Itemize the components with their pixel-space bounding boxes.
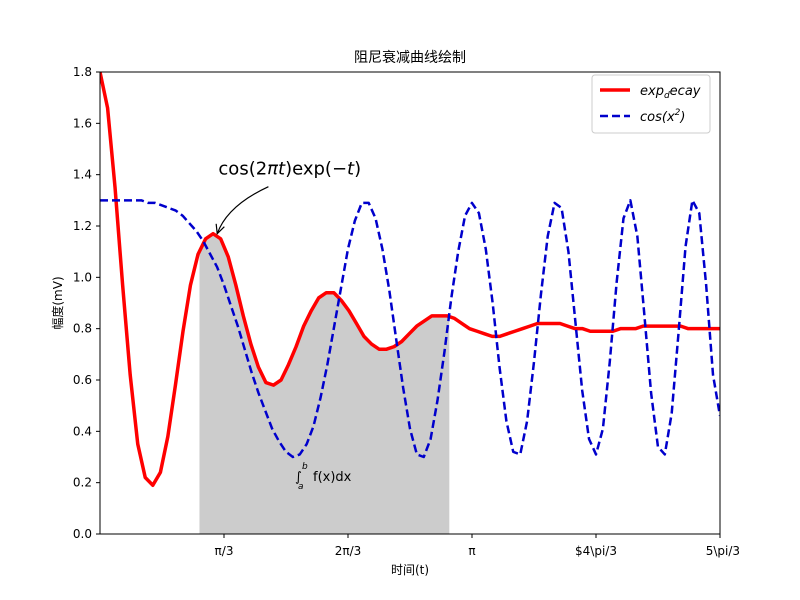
- y-tick-label: 1.8: [73, 65, 92, 79]
- x-tick-label: π: [468, 544, 475, 558]
- annotation-arrow-shaft: [216, 186, 269, 234]
- legend: expdecay cos(x2): [591, 74, 711, 134]
- plot-frame: [99, 71, 721, 535]
- y-tick-label: 0.6: [73, 373, 92, 387]
- integral-label: ∫ba f(x)dx: [295, 462, 352, 492]
- legend-label-exp-decay: expdecay: [640, 84, 701, 101]
- annotation-text: cos(2πt)exp(−t): [218, 159, 361, 180]
- y-tick-label: 0.0: [73, 527, 92, 541]
- series-line-exp-decay: [100, 72, 720, 487]
- y-tick-label: 0.4: [73, 424, 92, 438]
- svg-text:a: a: [298, 482, 304, 492]
- chart-title: 阻尼衰减曲线绘制: [354, 49, 466, 66]
- x-tick-label: 5\pi/3: [706, 544, 740, 558]
- legend-label-cos: cos(x2): [640, 108, 685, 125]
- svg-text:b: b: [302, 462, 308, 472]
- annotation-arrow-head: [215, 223, 225, 235]
- svg-text:f(x)dx: f(x)dx: [313, 470, 352, 485]
- x-axis-label: 时间(t): [391, 563, 429, 577]
- y-axis-label: 幅度(mV): [50, 276, 65, 329]
- y-tick-label: 1.0: [73, 270, 92, 284]
- x-tick-label: $4\pi/3: [575, 544, 617, 558]
- y-tick-label: 1.6: [73, 116, 92, 130]
- svg-text:∫: ∫: [295, 470, 302, 485]
- x-tick-label: 2π/3: [335, 544, 362, 558]
- series-line-cos: [100, 199, 720, 459]
- y-tick-label: 0.2: [73, 476, 92, 490]
- y-tick-label: 0.8: [73, 322, 92, 336]
- y-tick-label: 1.2: [73, 219, 92, 233]
- y-tick-label: 1.4: [73, 168, 92, 182]
- x-tick-label: π/3: [215, 544, 234, 558]
